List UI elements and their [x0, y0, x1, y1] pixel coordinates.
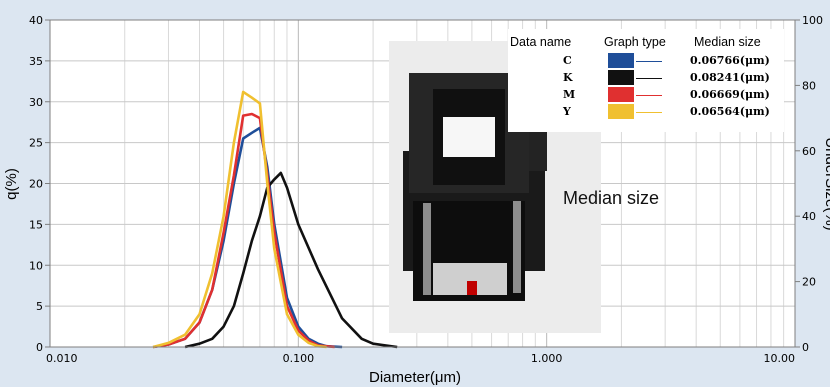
y2-tick-label: 20: [802, 276, 816, 289]
x-axis-label: Diameter(μm): [369, 369, 461, 386]
legend-line-sample: [636, 61, 662, 62]
legend-line-sample: [636, 78, 662, 79]
series-line-m: [152, 112, 335, 349]
legend-swatch: [608, 70, 634, 85]
y2-tick-label: 100: [802, 14, 823, 27]
legend-series-name: C: [563, 54, 572, 67]
y-tick-label: 30: [29, 96, 43, 109]
y2-tick-label: 0: [802, 341, 809, 354]
legend-series-name: Y: [563, 105, 571, 118]
tick-labels: 0.010 0.100 1.000 10.00 0 5 10 15 20 25 30 35 40 0 20 4…: [29, 14, 823, 365]
y-tick-label: 25: [29, 137, 43, 150]
y-tick-label: 20: [29, 178, 43, 191]
legend-header-median-size: Median size: [694, 35, 761, 49]
legend-header-data-name: Data name: [510, 35, 572, 49]
y2-tick-label: 40: [802, 210, 816, 223]
legend-median-value: 0.08241(μm): [690, 71, 770, 84]
sample-holder-photo: [389, 41, 601, 333]
x-tick-label: 0.100: [283, 352, 315, 365]
series-line-k: [184, 171, 398, 349]
y-tick-label: 0: [36, 341, 43, 354]
legend-swatch: [608, 53, 634, 68]
series-line-y: [152, 90, 327, 349]
legend-median-value: 0.06766(μm): [690, 54, 770, 67]
legend-median-value: 0.06669(μm): [690, 88, 770, 101]
legend-series-name: K: [563, 71, 573, 84]
legend-swatch: [608, 104, 634, 119]
y-tick-label: 5: [36, 300, 43, 313]
y-tick-label: 10: [29, 259, 43, 272]
legend-line-sample: [636, 112, 662, 113]
y-tick-label: 40: [29, 14, 43, 27]
median-size-annotation: Median size: [563, 188, 660, 208]
y-tick-label: 15: [29, 218, 43, 231]
y2-axis-label: UnderSize(%): [822, 137, 830, 230]
x-tick-label: 1.000: [531, 352, 563, 365]
y-tick-label: 35: [29, 55, 43, 68]
y2-tick-label: 60: [802, 145, 816, 158]
y2-tick-label: 80: [802, 79, 816, 92]
legend-median-value: 0.06564(μm): [690, 105, 770, 118]
legend-series-name: M: [563, 88, 576, 101]
x-tick-label: 10.00: [764, 352, 796, 365]
legend-line-sample: [636, 95, 662, 96]
series-group: [152, 90, 398, 349]
legend-swatch: [608, 87, 634, 102]
legend-header-graph-type: Graph type: [604, 35, 666, 49]
y-axis-label: q(%): [3, 168, 20, 200]
chart-legend: Data name Graph type Median size C 0.0676…: [508, 29, 784, 132]
x-tick-label: 0.010: [46, 352, 78, 365]
